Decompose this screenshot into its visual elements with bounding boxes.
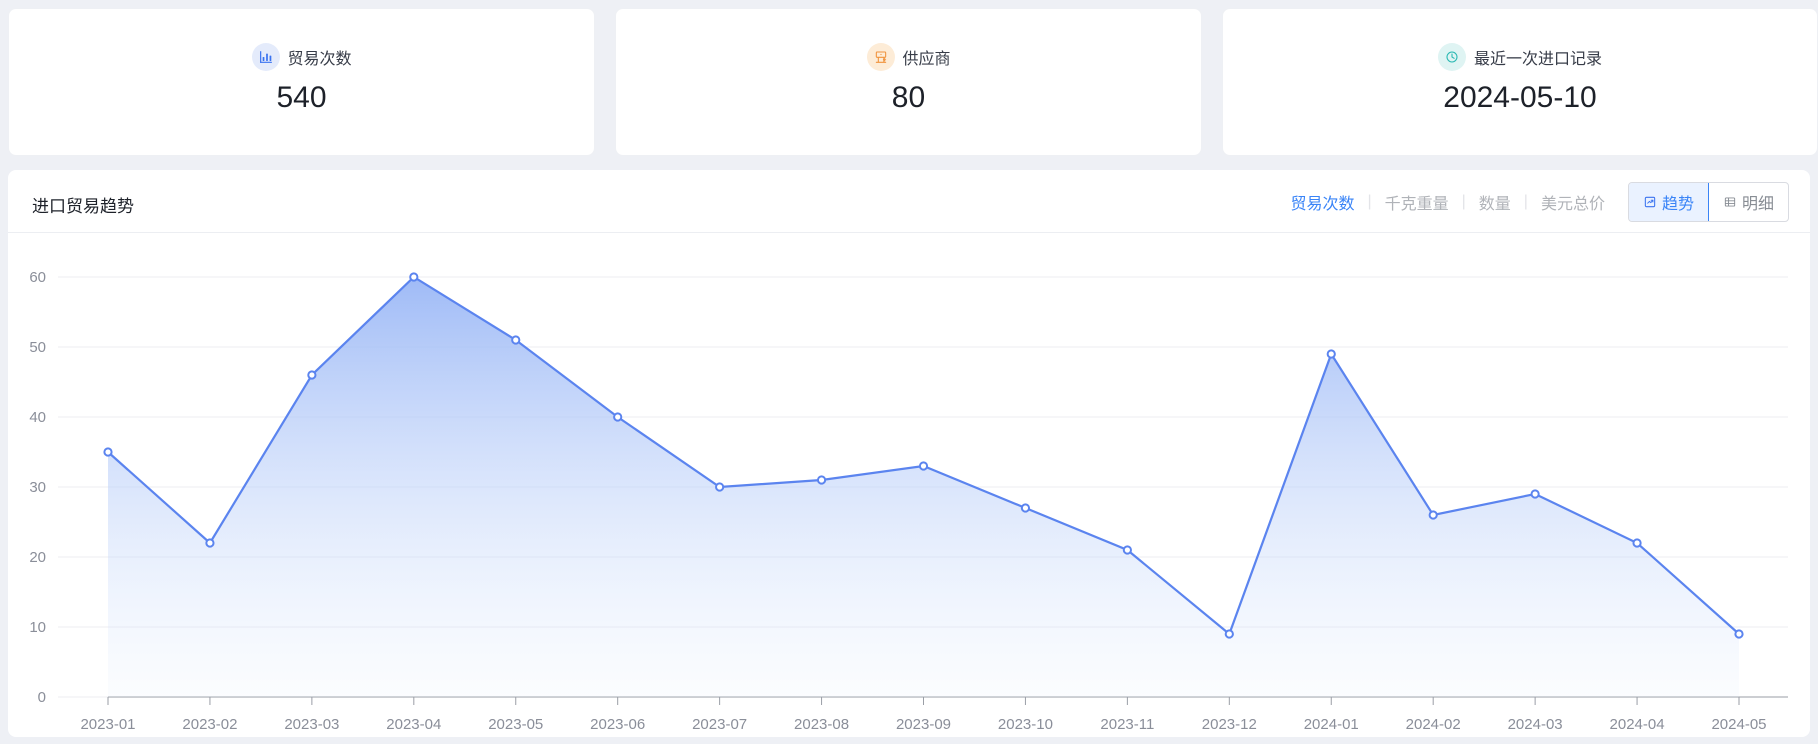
- svg-text:60: 60: [29, 269, 46, 286]
- svg-text:2023-09: 2023-09: [896, 716, 951, 733]
- svg-text:40: 40: [29, 409, 46, 426]
- svg-text:10: 10: [29, 619, 46, 636]
- svg-text:2023-04: 2023-04: [386, 716, 441, 733]
- svg-text:2024-05: 2024-05: [1711, 716, 1766, 733]
- svg-text:2024-03: 2024-03: [1508, 716, 1563, 733]
- svg-text:2023-10: 2023-10: [998, 716, 1053, 733]
- svg-text:2023-07: 2023-07: [692, 716, 747, 733]
- svg-text:2023-05: 2023-05: [488, 716, 543, 733]
- svg-text:20: 20: [29, 549, 46, 566]
- svg-text:50: 50: [29, 339, 46, 356]
- svg-text:2023-02: 2023-02: [182, 716, 237, 733]
- svg-text:2023-01: 2023-01: [80, 716, 135, 733]
- svg-text:2023-12: 2023-12: [1202, 716, 1257, 733]
- svg-text:2024-02: 2024-02: [1406, 716, 1461, 733]
- svg-text:2023-08: 2023-08: [794, 716, 849, 733]
- svg-text:0: 0: [38, 689, 46, 706]
- svg-text:2023-06: 2023-06: [590, 716, 645, 733]
- svg-text:30: 30: [29, 479, 46, 496]
- svg-text:2023-03: 2023-03: [284, 716, 339, 733]
- svg-text:2024-01: 2024-01: [1304, 716, 1359, 733]
- svg-text:2024-04: 2024-04: [1610, 716, 1665, 733]
- svg-text:2023-11: 2023-11: [1100, 716, 1154, 733]
